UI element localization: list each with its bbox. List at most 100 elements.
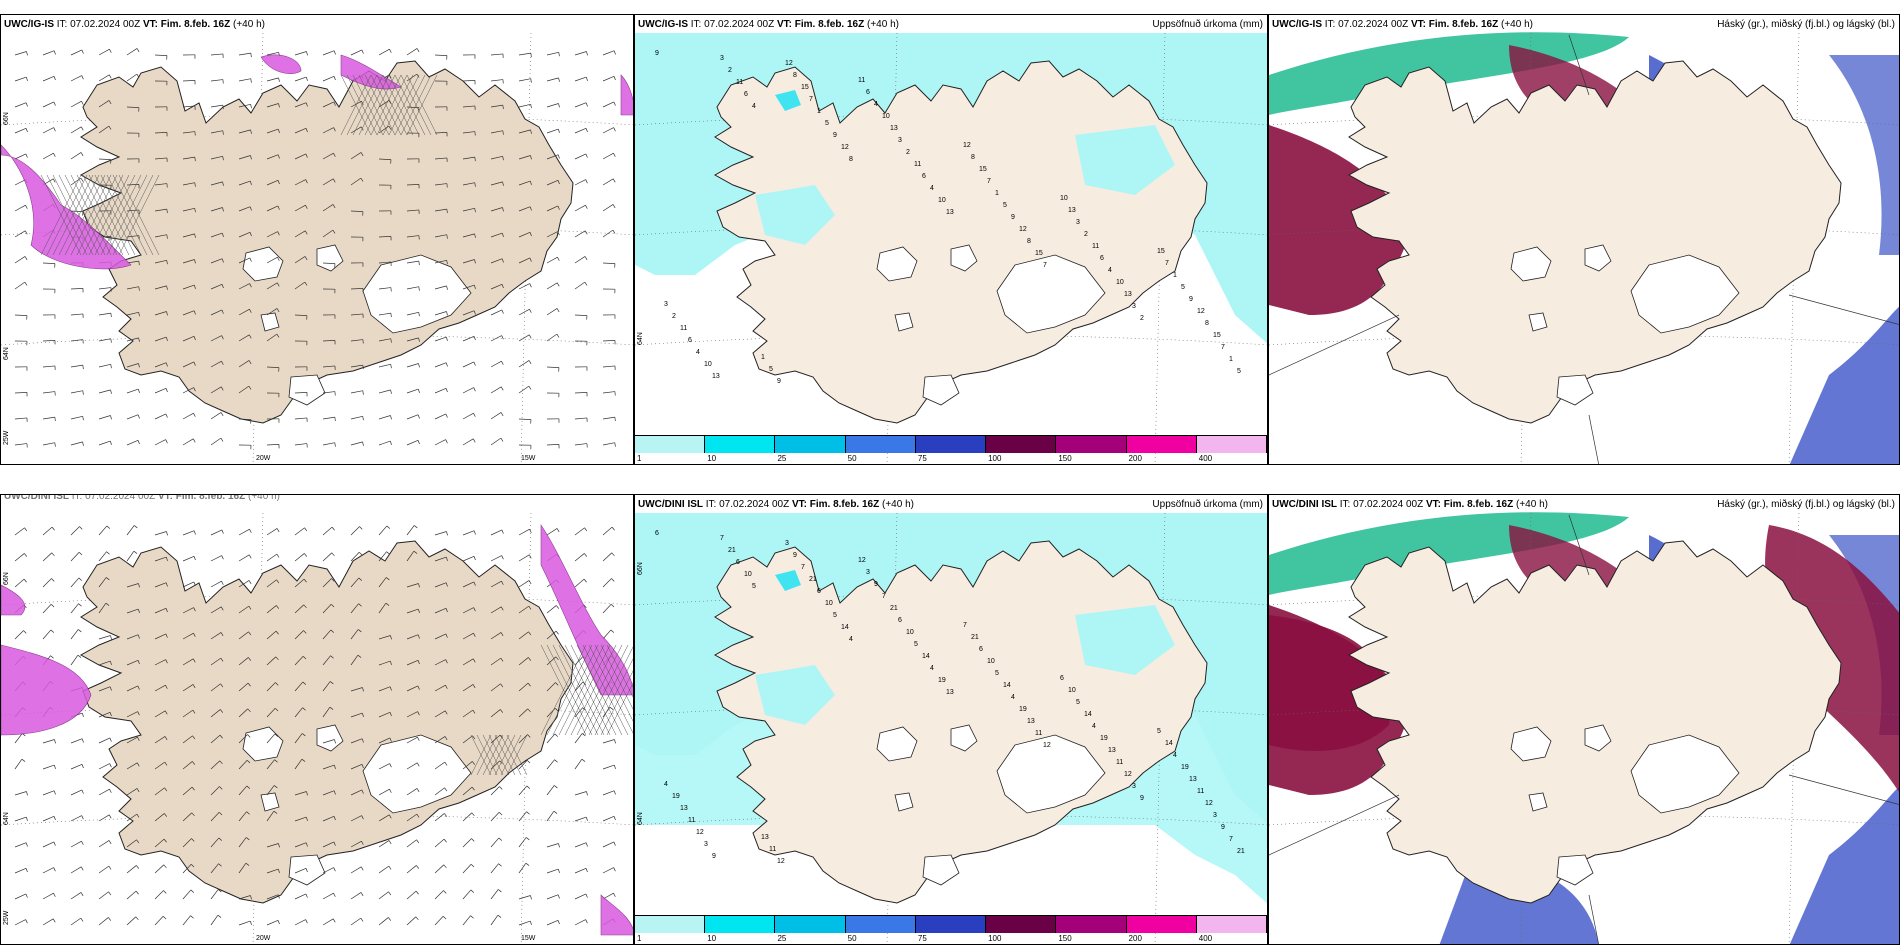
wind-barb-flag	[108, 865, 112, 870]
precip-value: 13	[890, 125, 898, 132]
glacier-outline	[1556, 374, 1594, 406]
wind-barb	[350, 892, 362, 900]
wind-barb-flag	[275, 656, 279, 661]
wind-barb-flag	[53, 893, 56, 897]
precip-value: 12	[1019, 226, 1027, 233]
wind-barb-flag	[414, 525, 418, 529]
wind-barb	[266, 579, 277, 588]
wind-barb-flag	[333, 101, 336, 106]
wind-barb	[546, 444, 560, 446]
wind-barb-flag	[473, 310, 476, 315]
wind-barb-flag	[474, 208, 476, 213]
precip-value: 3	[785, 540, 789, 547]
wind-barb	[434, 183, 447, 186]
wind-barb	[238, 283, 250, 290]
wind-barb-flag	[389, 763, 392, 768]
wind-barb-flag	[302, 681, 307, 685]
wind-barb	[602, 75, 615, 82]
wind-barb-flag	[558, 128, 560, 134]
wind-barb	[546, 785, 555, 796]
wind-barb	[434, 890, 444, 900]
wind-barb	[322, 204, 334, 212]
precip-value: 2	[672, 313, 676, 320]
lon-label-20w: 20W	[256, 455, 271, 462]
precip-value: 7	[809, 96, 813, 103]
wind-barb-flag	[331, 578, 335, 582]
colorbar-tick-label: 200	[1128, 934, 1142, 943]
wind-barb-flag	[358, 603, 362, 607]
precip-value: 19	[672, 793, 680, 800]
lat-label-64n: 64N	[637, 812, 644, 825]
wind-barb-flag	[191, 838, 195, 842]
precip-value: 7	[882, 593, 886, 600]
map-layer	[1, 32, 633, 464]
wind-barb-flag	[388, 917, 392, 921]
wind-barb	[14, 179, 26, 186]
wind-barb	[14, 392, 28, 394]
wind-barb	[406, 286, 419, 290]
wind-barb	[434, 311, 447, 316]
wind-barb	[70, 49, 83, 56]
wind-barb-flag	[306, 76, 308, 82]
wind-barb	[490, 155, 503, 160]
wind-barb-flag	[220, 632, 224, 637]
wind-barb	[182, 709, 194, 718]
precip-value: 6	[898, 617, 902, 624]
wind-barb-flag	[81, 738, 84, 743]
precip-value: 13	[1027, 718, 1035, 725]
wind-barb	[182, 259, 195, 264]
model-name: UWC/DINI ISL	[1272, 499, 1337, 510]
wind-barb	[378, 891, 389, 900]
wind-barb	[266, 308, 278, 316]
wind-barb-flag	[359, 526, 363, 530]
lon-label-15w: 15W	[521, 455, 536, 462]
colorbar-segment	[986, 436, 1057, 453]
colorbar-segment	[915, 916, 987, 933]
wind-barb-flag	[81, 75, 84, 80]
wind-barb	[350, 866, 362, 874]
wind-barb-flag	[612, 204, 616, 209]
wind-barb	[490, 683, 501, 692]
wind-barb	[294, 867, 307, 874]
boundary-line	[1588, 894, 1599, 944]
wind-barb	[14, 758, 23, 770]
wind-barb-flag	[360, 917, 364, 922]
wind-barb-flag	[305, 179, 308, 184]
wind-barb-flag	[331, 552, 335, 557]
wind-barb-flag	[498, 837, 503, 841]
wind-barb	[14, 281, 26, 290]
wind-barb-flag	[190, 889, 195, 893]
panel-precip-ig: UWC/IG-IS IT: 07.02.2024 00Z VT: Fim. 8.…	[634, 14, 1268, 465]
wind-barb	[574, 127, 587, 134]
wind-barb	[518, 605, 530, 614]
wind-barb	[350, 526, 360, 536]
wind-barb-flag	[218, 811, 223, 816]
wind-barb	[42, 629, 52, 640]
wind-barb-flag	[137, 634, 140, 639]
wind-barb-flag	[249, 232, 252, 237]
precip-value: 7	[1165, 260, 1169, 267]
wind-barb-flag	[108, 74, 112, 79]
panel-header: UWC/IG-IS IT: 07.02.2024 00Z VT: Fim. 8.…	[1272, 19, 1533, 31]
wind-barb-flag	[110, 415, 112, 420]
wind-barb-flag	[362, 390, 364, 395]
wind-barb-flag	[471, 812, 475, 817]
icing-area	[1, 584, 26, 616]
wind-barb-flag	[277, 154, 280, 159]
wind-barb	[238, 554, 250, 562]
wind-barb-flag	[614, 739, 616, 744]
wind-barb	[490, 914, 499, 926]
wind-barb-flag	[471, 838, 475, 842]
wind-barb	[42, 526, 53, 536]
wind-barb-flag	[221, 335, 224, 340]
wind-barb-flag	[474, 259, 476, 264]
wind-barb-flag	[275, 630, 279, 635]
wind-barb	[154, 659, 166, 666]
wind-barb	[434, 336, 447, 342]
wind-barb	[14, 630, 24, 640]
wind-barb-flag	[26, 791, 28, 796]
wind-barb	[70, 629, 79, 640]
wind-barb-flag	[446, 260, 448, 265]
wind-barb-flag	[613, 893, 616, 897]
precip-value: 11	[914, 161, 921, 168]
